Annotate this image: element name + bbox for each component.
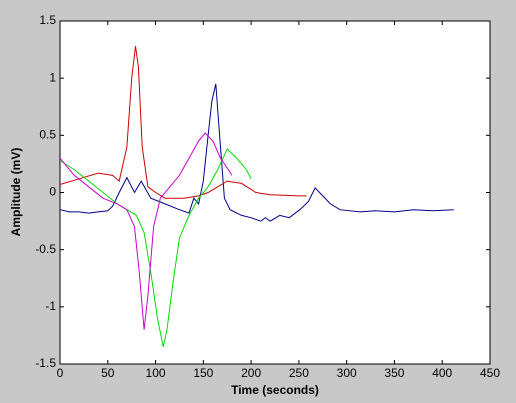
x-tick-label: 250 — [289, 366, 309, 380]
x-axis-label: Time (seconds) — [231, 383, 319, 397]
plot-area — [59, 20, 491, 365]
x-tick-label: 0 — [57, 366, 64, 380]
x-tick-label: 50 — [101, 366, 115, 380]
y-tick-label: -1 — [45, 299, 56, 313]
line — [59, 46, 307, 199]
y-tick-label: 1.5 — [39, 13, 56, 27]
y-tick-label: 1 — [49, 70, 56, 84]
line — [59, 132, 233, 330]
line — [59, 83, 454, 222]
y-tick-label: -0.5 — [35, 242, 56, 256]
x-tick-label: 400 — [432, 366, 452, 380]
y-axis-label: Amplitude (mV) — [9, 148, 23, 237]
y-tick-label: 0.5 — [39, 128, 56, 142]
x-tick-label: 300 — [337, 366, 357, 380]
x-tick-label: 450 — [480, 366, 500, 380]
x-tick-label: 200 — [241, 366, 261, 380]
x-tick-label: 350 — [384, 366, 404, 380]
y-tick-label: 0 — [49, 185, 56, 199]
x-tick-label: 150 — [193, 366, 213, 380]
y-tick-label: -1.5 — [35, 356, 56, 370]
x-tick-label: 100 — [146, 366, 166, 380]
line — [59, 148, 252, 348]
